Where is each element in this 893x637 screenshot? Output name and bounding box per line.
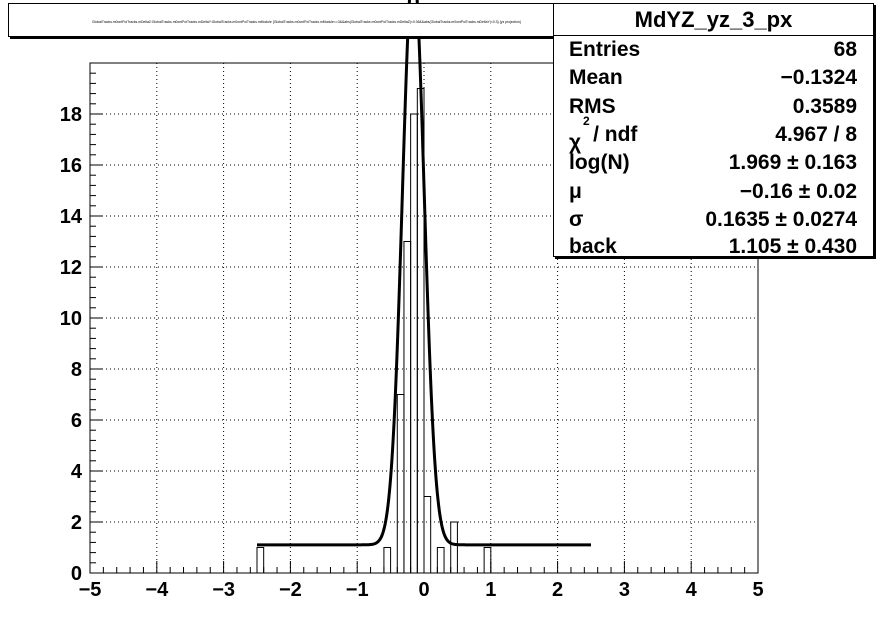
stats-histogram-name: MdYZ_yz_3_px [554,4,873,36]
stats-box: MdYZ_yz_3_px Entries 68 Mean −0.1324 RMS… [553,3,874,258]
histogram-bars [256,88,492,574]
stats-label-logn: log(N) [569,151,630,174]
histogram-bar [410,113,418,574]
stats-label-mean: Mean [569,66,623,89]
histogram-bar [256,547,265,574]
x-tick-label: 3 [619,579,630,601]
x-tick-label: −3 [212,579,235,601]
y-tick-label: 16 [60,155,82,177]
histogram-bar [450,521,458,574]
stats-label-mu: μ [569,180,582,203]
x-tick-label: −4 [145,579,169,601]
y-tick-label: 4 [71,461,83,483]
stats-label-sigma: σ [569,208,584,231]
x-tick-label: 5 [752,579,763,601]
stats-value-sigma: 0.1635 ± 0.0274 [705,208,857,231]
stats-row-mean: Mean −0.1324 [569,64,857,92]
x-tick-label: −1 [346,579,369,601]
stats-value-chi2: 4.967 / 8 [775,123,857,146]
stats-row-logn: log(N) 1.969 ± 0.163 [569,149,857,177]
stats-label-back: back [569,235,617,258]
stats-value-back: 1.105 ± 0.430 [728,235,857,258]
stats-value-entries: 68 [833,38,857,61]
plot-frame [89,62,759,574]
stats-label-entries: Entries [569,38,641,61]
title-text: GlobalTracks.m0ontPoiTracks.mDeltaZ:Glob… [92,20,521,24]
stats-row-chi2: χ 2/ ndf 4.967 / 8 [569,114,857,154]
fit-curve [257,0,591,547]
y-tick-label: 14 [60,206,83,228]
y-tick-label: 10 [60,308,82,330]
stats-label-rms: RMS [569,95,616,118]
histogram-bar [396,394,405,574]
stats-row-entries: Entries 68 [569,36,857,64]
y-tick-label: 0 [71,563,82,585]
chi-symbol: χ [569,131,582,154]
histogram-bar [383,547,392,574]
stats-value-rms: 0.3589 [792,95,857,118]
ndf-label: / ndf [593,123,638,146]
y-tick-label: 18 [60,104,82,126]
stats-row-rms: RMS 0.3589 [569,93,857,121]
x-tick-label: 4 [686,579,698,601]
stats-value-mean: −0.1324 [780,66,858,89]
stats-value-logn: 1.969 ± 0.163 [728,151,857,174]
stats-row-sigma: σ 0.1635 ± 0.0274 [569,206,857,234]
x-tick-label: 2 [552,579,563,601]
y-tick-label: 12 [60,257,82,279]
stats-label-chi2: χ 2/ ndf [569,114,638,154]
histogram-bar [423,496,432,574]
chi-superscript: 2 [583,114,590,128]
y-tick-label: 2 [71,512,82,534]
x-tick-label: 0 [418,579,429,601]
histogram-bar [483,547,492,574]
y-tick-label: 8 [71,359,82,381]
histogram-bar [403,241,412,574]
stats-value-mu: −0.16 ± 0.02 [739,180,857,203]
x-tick-label: −2 [279,579,302,601]
y-tick-label: 6 [71,410,82,432]
title-box: GlobalTracks.m0ontPoiTracks.mDeltaZ:Glob… [8,3,605,37]
x-tick-label: 1 [485,579,496,601]
stats-row-mu: μ −0.16 ± 0.02 [569,178,857,206]
x-tick-label: −5 [79,579,102,601]
histogram-bar [436,547,445,574]
stats-row-back: back 1.105 ± 0.430 [569,233,857,261]
